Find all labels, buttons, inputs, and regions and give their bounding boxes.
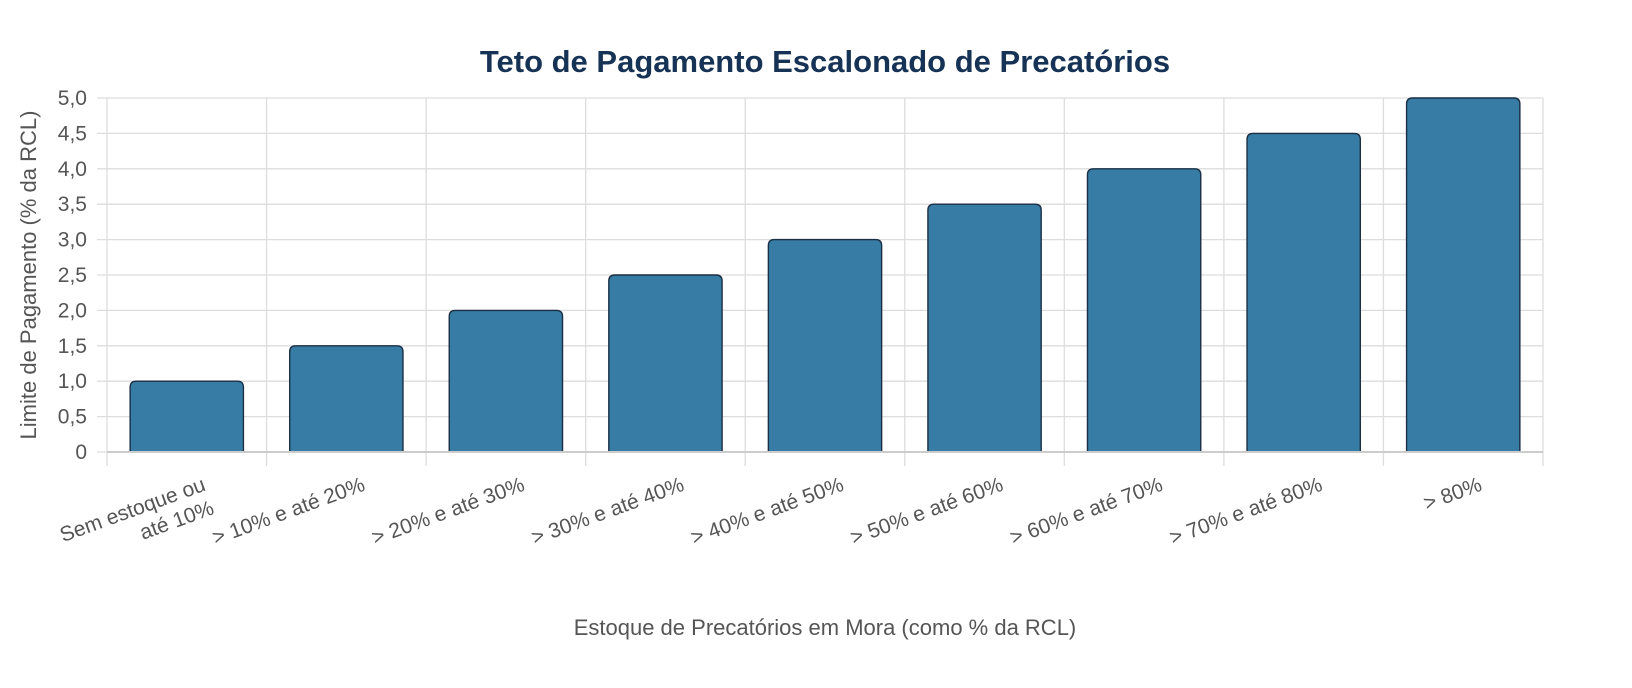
- y-tick-label: 5,0: [58, 87, 87, 110]
- bar: [288, 345, 404, 452]
- x-tick-label: > 80%: [1421, 473, 1485, 515]
- bar: [1086, 168, 1202, 452]
- y-tick-label: 2,0: [58, 299, 87, 322]
- x-tick-label: Sem estoque ouaté 10%: [57, 473, 217, 570]
- x-tick-label: > 40% e até 50%: [688, 473, 847, 550]
- x-tick-label: > 70% e até 80%: [1167, 473, 1326, 550]
- bar: [1405, 97, 1521, 452]
- bar: [448, 309, 564, 452]
- x-tick-label: > 50% e até 60%: [848, 473, 1007, 550]
- y-tick-label: 2,5: [58, 264, 87, 287]
- y-tick-label: 1,5: [58, 335, 87, 358]
- x-tick-label: > 60% e até 70%: [1007, 473, 1166, 550]
- x-tick-label: > 30% e até 40%: [528, 473, 687, 550]
- bar: [767, 238, 883, 452]
- y-tick-label: 3,0: [58, 229, 87, 252]
- bar: [129, 380, 245, 452]
- x-tick-label: > 10% e até 20%: [209, 473, 368, 550]
- bars: [129, 97, 1521, 452]
- chart-title: Teto de Pagamento Escalonado de Precatór…: [480, 44, 1170, 79]
- y-tick-label: 3,5: [58, 193, 87, 216]
- y-tick-label: 4,0: [58, 158, 87, 181]
- x-axis-title: Estoque de Precatórios em Mora (como % d…: [574, 615, 1077, 640]
- y-axis-title: Limite de Pagamento (% da RCL): [16, 111, 41, 440]
- bar: [1246, 132, 1362, 452]
- y-tick-label: 0,5: [58, 406, 87, 429]
- bar: [927, 203, 1042, 452]
- bar: [608, 274, 723, 452]
- y-tick-label: 0: [75, 441, 87, 464]
- y-tick-label: 4,5: [58, 122, 87, 145]
- y-tick-label: 1,0: [58, 370, 87, 393]
- x-tick-label: > 20% e até 30%: [369, 473, 528, 550]
